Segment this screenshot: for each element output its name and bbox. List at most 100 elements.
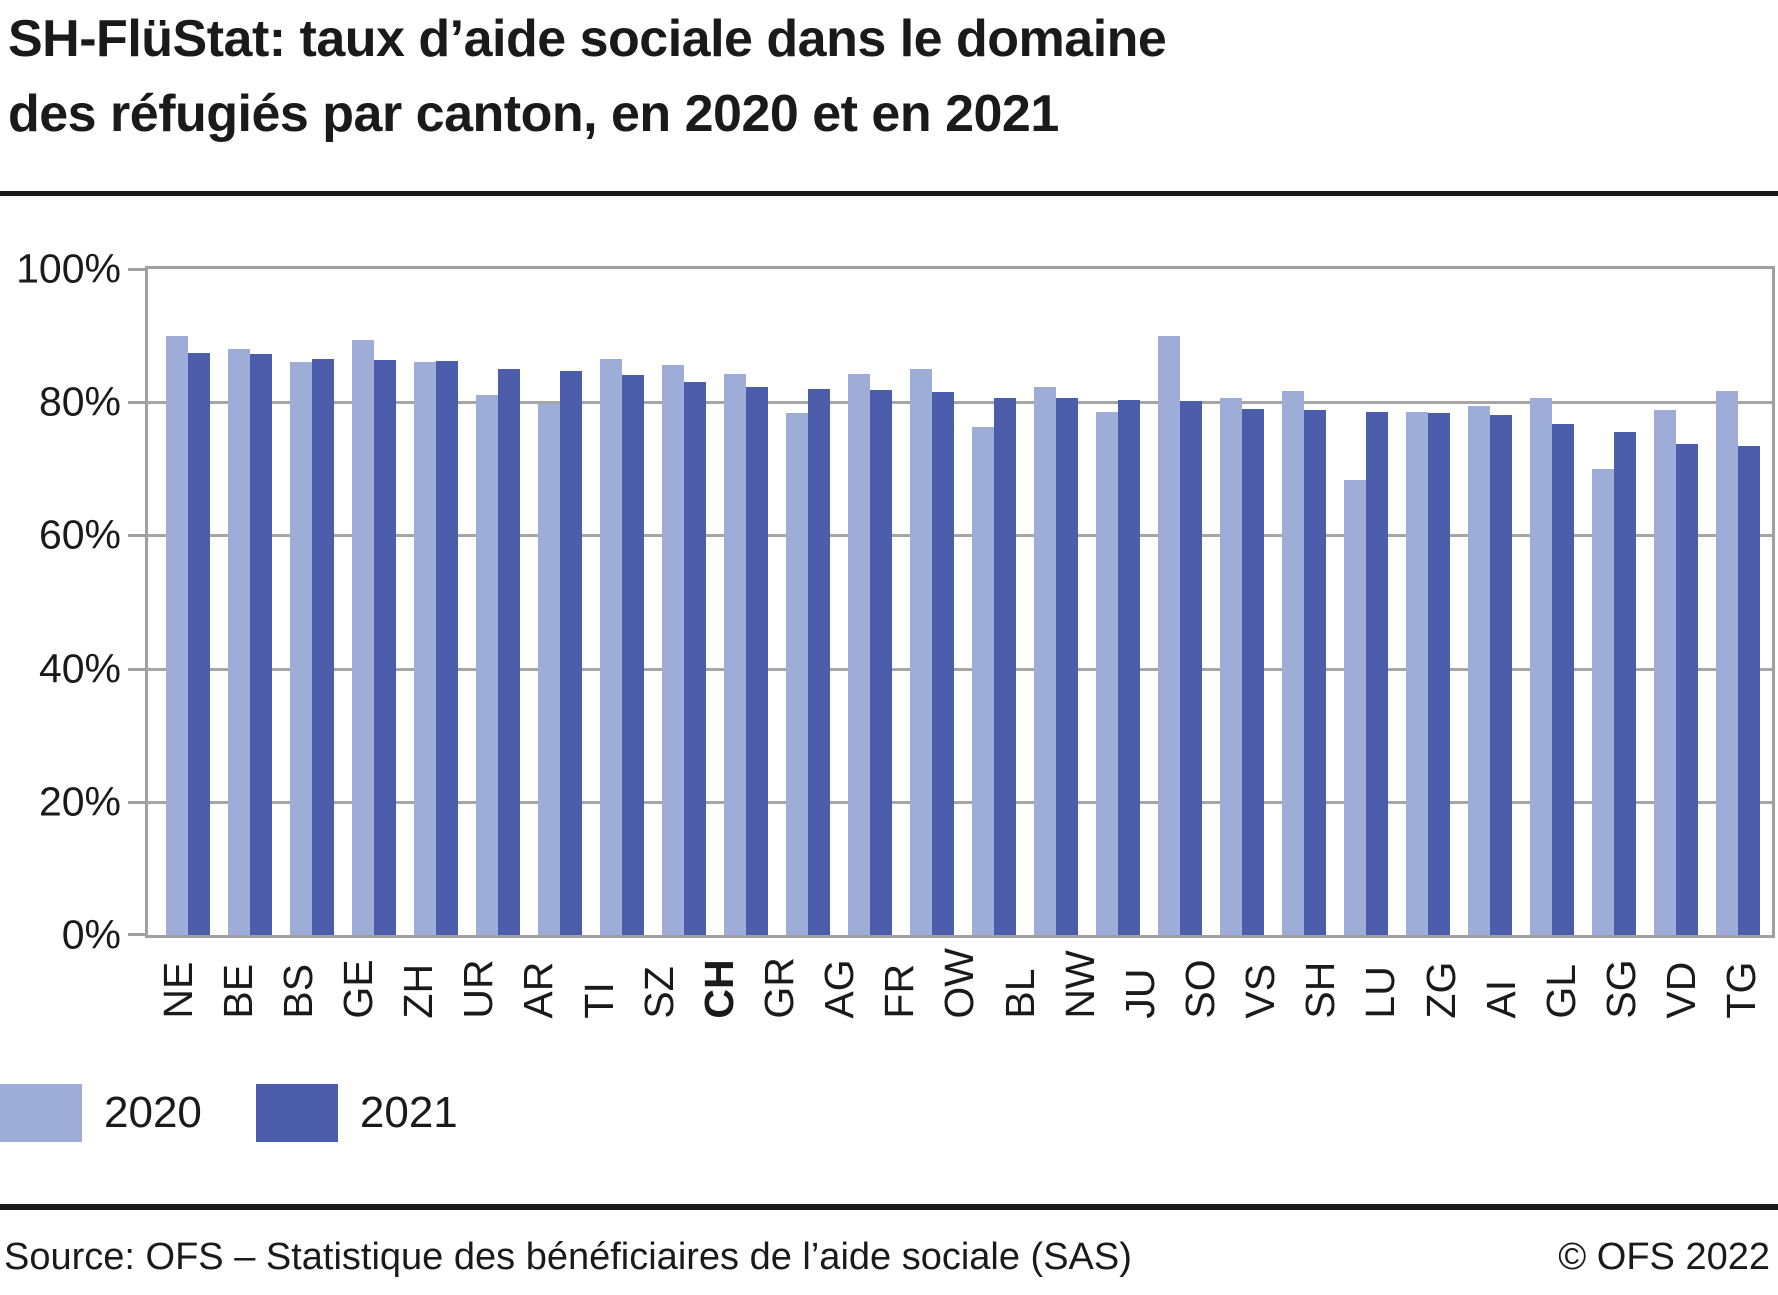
y-label-60%: 60% [38, 511, 121, 558]
bar-2020-BL [1034, 386, 1056, 935]
bar-2021-OW [994, 397, 1016, 935]
bar-2021-BE [250, 354, 272, 935]
bar-group-NW [1078, 269, 1140, 935]
x-label-GL: GL [1537, 963, 1584, 1019]
title-divider [0, 191, 1778, 196]
x-label-JU: JU [1116, 968, 1163, 1019]
bar-2020-SO [1220, 397, 1242, 935]
bar-2020-AI [1530, 398, 1552, 935]
x-label-cell-FR: FR [870, 938, 930, 1019]
bar-2021-UR [498, 368, 520, 935]
x-label-cell-LU: LU [1351, 938, 1411, 1018]
x-label-UR: UR [455, 959, 502, 1019]
bar-group-GR [768, 269, 830, 935]
x-label-cell-VD: VD [1652, 938, 1712, 1019]
bar-2020-OW [972, 426, 994, 935]
x-label-SO: SO [1176, 959, 1223, 1019]
bar-group-FR [892, 269, 954, 935]
y-label-80%: 80% [38, 378, 121, 425]
x-label-SZ: SZ [635, 966, 682, 1019]
bar-2020-TI [600, 358, 622, 935]
copyright-text: © OFS 2022 [1558, 1236, 1770, 1278]
bar-2020-NE [166, 336, 188, 935]
bar-2021-SH [1366, 412, 1388, 935]
legend-label-2020: 2020 [104, 1088, 202, 1137]
bar-2020-SH [1344, 480, 1366, 935]
bar-2020-JU [1158, 336, 1180, 935]
y-label-20%: 20% [38, 778, 121, 825]
x-label-cell-BL: BL [990, 938, 1050, 1018]
bar-2021-GE [374, 360, 396, 935]
x-label-cell-ZH: ZH [389, 938, 449, 1019]
bar-group-NE [148, 269, 210, 935]
page-title-line1: SH-FlüStat: taux d’aide sociale dans le … [8, 10, 1167, 68]
x-label-cell-BS: BS [268, 938, 328, 1019]
y-label-100%: 100% [16, 245, 121, 292]
plot-area: 0% 20% 40% 60% 80% 100% NE BE BS GE ZH UR AR TI SZ CH G… [16, 246, 1778, 1019]
x-label-cell-AG: AG [810, 938, 870, 1018]
bar-2021-VD [1738, 445, 1760, 935]
x-label-cell-NE: NE [148, 938, 208, 1019]
x-label-TG: TG [1718, 961, 1765, 1019]
x-label-ZH: ZH [395, 963, 442, 1019]
x-label-cell-UR: UR [449, 938, 509, 1019]
bar-2021-TI [622, 374, 644, 935]
bar-2021-NE [188, 352, 210, 935]
bar-group-BE [210, 269, 272, 935]
bar-group-TG [1760, 269, 1778, 935]
bar-2020-BS [290, 361, 312, 935]
bar-group-BL [1016, 269, 1078, 935]
bar-group-ZG [1450, 269, 1512, 935]
bar-2020-SG [1654, 409, 1676, 935]
bar-group-GL [1574, 269, 1636, 935]
bar-2021-AR [560, 370, 582, 935]
x-label-cell-BE: BE [208, 938, 268, 1019]
bar-2021-ZH [436, 360, 458, 935]
x-label-cell-NW: NW [1050, 938, 1110, 1018]
y-tick-80% [128, 401, 145, 405]
bar-2020-UR [476, 394, 498, 935]
bar-group-UR [458, 269, 520, 935]
x-label-cell-GE: GE [328, 938, 388, 1019]
bar-2021-CH [746, 386, 768, 935]
x-label-cell-VS: VS [1231, 938, 1291, 1019]
x-label-ZG: ZG [1417, 961, 1464, 1019]
y-tick-100% [128, 268, 145, 271]
bar-2021-JU [1180, 400, 1202, 935]
bar-group-AI [1512, 269, 1574, 935]
bar-group-ZH [396, 269, 458, 935]
bar-2020-ZG [1468, 406, 1490, 935]
x-label-SG: SG [1597, 959, 1644, 1019]
bar-2021-BS [312, 358, 334, 935]
bar-group-VS [1264, 269, 1326, 935]
source-text: Source: OFS – Statistique des bénéficiai… [4, 1236, 1132, 1278]
bar-group-GE [334, 269, 396, 935]
bar-2021-GL [1614, 432, 1636, 935]
y-tick-0% [128, 933, 145, 936]
bar-2021-LU [1428, 412, 1450, 935]
x-label-cell-TG: TG [1712, 938, 1772, 1019]
bar-2021-NW [1118, 399, 1140, 935]
x-axis-labels: NE BE BS GE ZH UR AR TI SZ CH GR AG FR OW BL NW JU SO VS SH… [148, 938, 1772, 1019]
x-label-BE: BE [214, 963, 261, 1019]
bar-2021-AG [870, 390, 892, 935]
legend-item-2020: 2020 [0, 1084, 202, 1142]
x-label-OW: OW [936, 948, 983, 1019]
x-label-cell-SH: SH [1291, 938, 1351, 1019]
bar-group-SZ [644, 269, 706, 935]
bar-group-SH [1326, 269, 1388, 935]
bar-2020-GE [352, 339, 374, 935]
x-label-GE: GE [334, 959, 381, 1019]
bar-2021-FR [932, 392, 954, 935]
x-label-cell-CH: CH [689, 938, 749, 1018]
x-label-NE: NE [154, 961, 201, 1019]
x-label-TI: TI [575, 982, 622, 1019]
bar-2020-VS [1282, 390, 1304, 935]
x-label-cell-ZG: ZG [1411, 938, 1471, 1019]
bar-group-LU [1388, 269, 1450, 935]
bar-2020-NW [1096, 411, 1118, 935]
gridline-60% [148, 534, 1772, 538]
page-title: SH-FlüStat: taux d’aide sociale dans le … [8, 2, 1167, 152]
y-tick-20% [128, 800, 145, 804]
page-title-line2: des réfugiés par canton, en 2020 et en 2… [8, 85, 1059, 143]
